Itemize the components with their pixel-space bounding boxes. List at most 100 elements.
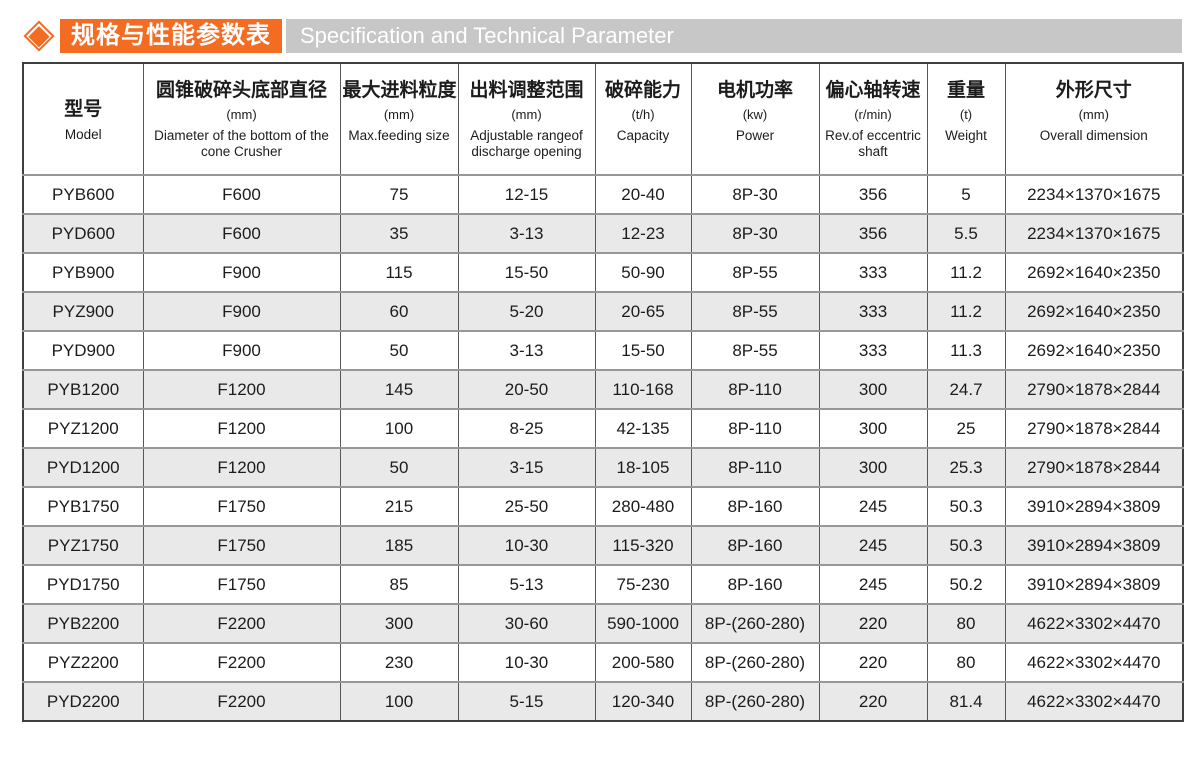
cell: PYD1750 [23,564,143,604]
cell: F1200 [142,408,340,448]
col-unit: (mm) [226,107,257,122]
cell: 5-15 [457,681,595,721]
cell: 2692×1640×2350 [1004,291,1183,331]
cell: 4622×3302×4470 [1004,681,1183,721]
table-row: PYD600 F600 35 3-13 12-23 8P-30 356 5.5 2234×137… [23,213,1183,253]
cell: 5-13 [457,564,595,604]
cell: 20-65 [594,291,691,331]
col-unit: (r/min) [854,107,892,122]
table-row: PYZ1200 F1200 100 8-25 42-135 8P-110 300 25 2790… [23,408,1183,448]
cell: 30-60 [457,603,595,643]
cell: 5-20 [457,291,595,331]
cell: 8P-30 [690,174,819,214]
col-unit: (t/h) [631,107,655,122]
cell: 215 [339,486,458,526]
cell: 5 [926,174,1005,214]
cell: PYB1750 [23,486,143,526]
cell: 3910×2894×3809 [1004,486,1183,526]
col-unit: (kw) [742,107,768,122]
col-title-cn: 型号 [64,99,103,121]
cell: 50 [339,447,458,487]
cell: 8P-55 [690,330,819,370]
cell: F1750 [142,525,340,565]
cell: 245 [818,564,927,604]
cell: 2790×1878×2844 [1004,408,1183,448]
cell: PYZ1200 [23,408,143,448]
table-row: PYB2200 F2200 300 30-60 590-1000 8P-(260-280)… [23,603,1183,643]
col-title-en: Max.feeding size [348,128,450,143]
cell: 4622×3302×4470 [1004,603,1183,643]
section-title-cn: 规格与性能参数表 [60,19,282,53]
cell: 42-135 [594,408,691,448]
cell: 80 [926,603,1005,643]
col-title-cn: 破碎能力 [604,80,681,101]
col-header-8: 外形尺寸 (mm) Overall dimension [1004,63,1183,175]
table-body: PYB600 F600 75 12-15 20-40 8P-30 356 5 2234×1370… [23,174,1183,721]
cell: 25 [926,408,1005,448]
cell: PYZ2200 [23,642,143,682]
col-unit: (mm) [511,107,542,122]
cell: 8P-(260-280) [690,681,819,721]
cell: 25-50 [457,486,595,526]
cell: 81.4 [926,681,1005,721]
cell: 300 [818,447,927,487]
cell: 100 [339,681,458,721]
col-title-en: Overall dimension [1039,128,1148,143]
cell: F600 [142,174,340,214]
col-unit: (mm) [1078,107,1109,122]
table-row: PYD2200 F2200 100 5-15 120-340 8P-(260-280) 22… [23,681,1183,721]
cell: 8P-(260-280) [690,642,819,682]
cell: 11.3 [926,330,1005,370]
cell: 2234×1370×1675 [1004,174,1183,214]
cell: 8P-160 [690,564,819,604]
col-header-3: 出料调整范围 (mm) Adjustable rangeof discharge o… [457,63,595,175]
col-header-2: 最大进料粒度 (mm) Max.feeding size [339,63,458,175]
cell: 185 [339,525,458,565]
col-title-en: Weight [945,128,987,143]
cell: 11.2 [926,291,1005,331]
diamond-icon [18,16,60,56]
col-title-en: Model [64,127,102,143]
cell: 356 [818,213,927,253]
cell: 3-15 [457,447,595,487]
cell: 2692×1640×2350 [1004,330,1183,370]
cell: PYB1200 [23,369,143,409]
cell: 245 [818,525,927,565]
section-header: 规格与性能参数表 Specification and Technical Par… [18,19,1182,53]
cell: PYB900 [23,252,143,292]
cell: 8P-160 [690,486,819,526]
cell: 75-230 [594,564,691,604]
cell: 280-480 [594,486,691,526]
cell: 356 [818,174,927,214]
cell: 3-13 [457,213,595,253]
cell: 80 [926,642,1005,682]
cell: 3910×2894×3809 [1004,525,1183,565]
cell: 300 [339,603,458,643]
cell: PYD600 [23,213,143,253]
col-header-6: 偏心轴转速 (r/min) Rev.of eccentric shaft [818,63,927,175]
cell: 300 [818,408,927,448]
cell: F2200 [142,642,340,682]
cell: PYD2200 [23,681,143,721]
table-row: PYD1750 F1750 85 5-13 75-230 8P-160 245 50.2 391… [23,564,1183,604]
cell: 15-50 [594,330,691,370]
col-unit: (t) [959,107,973,122]
cell: 8P-110 [690,369,819,409]
col-title-cn: 外形尺寸 [1055,80,1132,101]
cell: 110-168 [594,369,691,409]
page: { "colors": { "accent": "#f36c21", "titl… [0,19,1200,775]
table-row: PYD900 F900 50 3-13 15-50 8P-55 333 11.3 2692×16… [23,330,1183,370]
col-header-5: 电机功率 (kw) Power [690,63,819,175]
cell: 590-1000 [594,603,691,643]
cell: 3910×2894×3809 [1004,564,1183,604]
cell: 8P-55 [690,291,819,331]
cell: 100 [339,408,458,448]
cell: F900 [142,291,340,331]
cell: 2234×1370×1675 [1004,213,1183,253]
cell: F1750 [142,564,340,604]
col-header-1: 圆锥破碎头底部直径 (mm) Diameter of the bottom of t… [142,63,340,175]
cell: 8P-(260-280) [690,603,819,643]
cell: 10-30 [457,525,595,565]
cell: 220 [818,603,927,643]
cell: 333 [818,291,927,331]
